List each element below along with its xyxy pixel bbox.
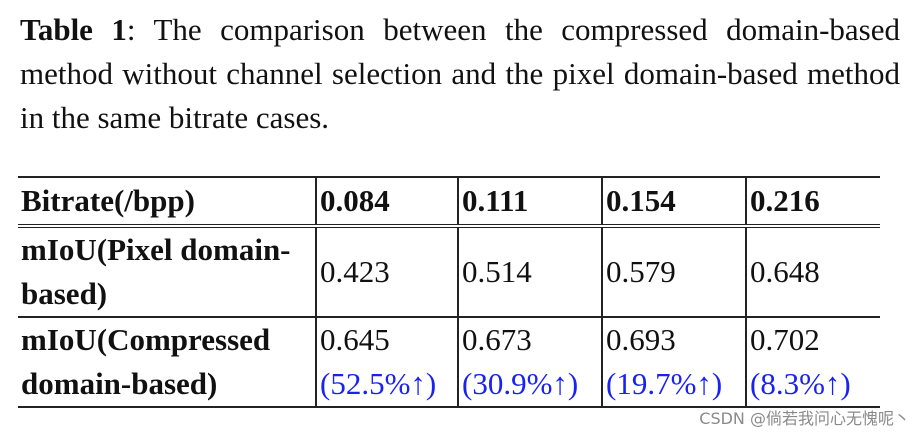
table-caption: Table 1: The comparison between the comp… — [20, 8, 900, 140]
table-cell: 0.423 — [315, 226, 459, 318]
table-cell: 0.579 — [601, 226, 747, 318]
cell-value: 0.645 — [320, 322, 390, 357]
table-row: mIoU(Compressed domain-based) 0.645 (52.… — [18, 317, 880, 408]
cell-gain: (52.5%↑) — [320, 366, 437, 401]
comparison-table: Bitrate(/bpp) 0.084 0.111 0.154 0.216 mI… — [18, 176, 880, 408]
cell-gain: (8.3%↑) — [750, 366, 851, 401]
table-cell: 0.645 (52.5%↑) — [315, 317, 459, 408]
table-cell: 0.702 (8.3%↑) — [745, 317, 880, 408]
header-cell: 0.111 — [457, 176, 603, 228]
header-cell: 0.084 — [315, 176, 459, 228]
table-cell: 0.648 — [745, 226, 880, 318]
header-cell: 0.154 — [601, 176, 747, 228]
watermark: CSDN @倘若我问心无愧呢丶 — [699, 409, 910, 428]
table-cell: 0.514 — [457, 226, 603, 318]
cell-gain: (19.7%↑) — [606, 366, 723, 401]
cell-gain: (30.9%↑) — [462, 366, 579, 401]
table-cell: 0.693 (19.7%↑) — [601, 317, 747, 408]
header-cell: Bitrate(/bpp) — [18, 176, 317, 228]
caption-label: Table 1 — [20, 12, 127, 47]
table-row: mIoU(Pixel domain-based) 0.423 0.514 0.5… — [18, 226, 880, 318]
table-cell: 0.673 (30.9%↑) — [457, 317, 603, 408]
row-label: mIoU(Pixel domain-based) — [18, 226, 317, 318]
caption-text: : The comparison between the compressed … — [20, 12, 900, 135]
cell-value: 0.673 — [462, 322, 532, 357]
header-cell: 0.216 — [745, 176, 880, 228]
table-header-row: Bitrate(/bpp) 0.084 0.111 0.154 0.216 — [18, 176, 880, 228]
row-label: mIoU(Compressed domain-based) — [18, 317, 317, 408]
cell-value: 0.693 — [606, 322, 676, 357]
cell-value: 0.702 — [750, 322, 820, 357]
